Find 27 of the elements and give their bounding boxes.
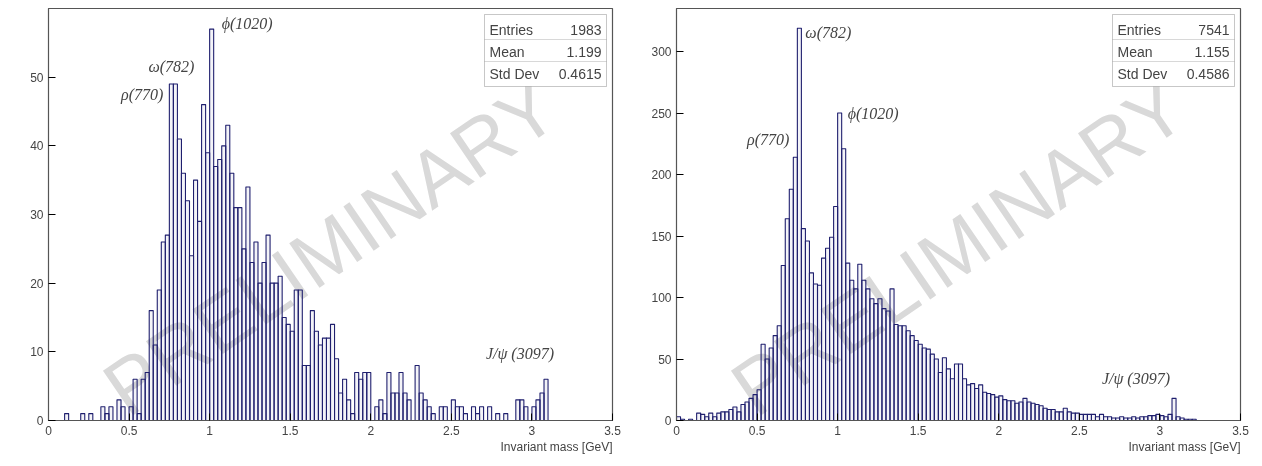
y-tick-label: 0 — [36, 414, 44, 428]
x-tick-label: 3.5 — [604, 423, 622, 438]
x-axis-title: Invariant mass [GeV] — [500, 439, 613, 454]
annotation: ω(782) — [805, 23, 852, 42]
y-tick-label: 10 — [30, 345, 44, 360]
y-tick-label: 150 — [651, 229, 672, 244]
y-tick-label: 40 — [30, 139, 44, 154]
annotation: Entries — [489, 21, 534, 38]
annotation: Mean — [1117, 43, 1153, 60]
x-axis-title: Invariant mass [GeV] — [1128, 439, 1241, 454]
y-tick-label: 100 — [651, 291, 672, 306]
annotation: Entries — [1117, 21, 1162, 38]
y-tick-label: 300 — [651, 45, 672, 60]
annotation: ϕ(1020) — [221, 14, 273, 33]
annotation: 1.155 — [1194, 43, 1230, 60]
y-tick-label: 200 — [651, 168, 672, 183]
x-tick-label: 3.5 — [1232, 423, 1250, 438]
annotation: 7541 — [1198, 21, 1230, 38]
y-tick-label: 50 — [30, 70, 44, 85]
annotation: 1.199 — [566, 43, 602, 60]
y-tick-label: 0 — [664, 414, 672, 428]
y-tick-label: 30 — [30, 208, 44, 222]
y-tick-label: 50 — [658, 352, 672, 367]
annotation: 1983 — [570, 21, 602, 38]
annotation: Mean — [489, 43, 525, 60]
y-tick-label: 250 — [651, 106, 672, 121]
y-tick-label: 20 — [30, 276, 44, 291]
